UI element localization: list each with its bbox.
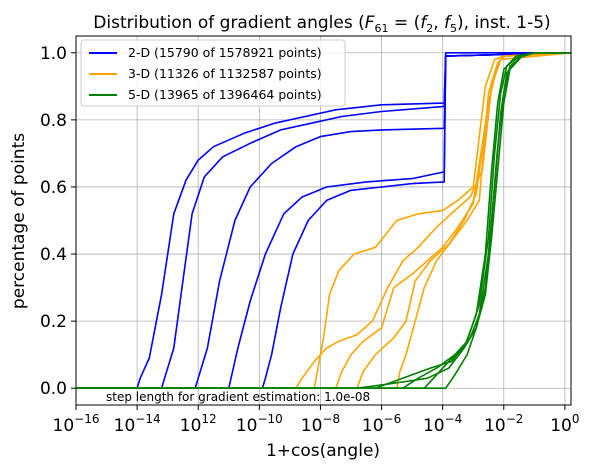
x-tick-exponent: 12 xyxy=(201,412,216,426)
legend-label-3d: 3-D (11326 of 1132587 points) xyxy=(128,66,322,81)
series-3d-instance-line xyxy=(76,52,572,389)
title-prefix: Distribution of gradient angles ( xyxy=(93,13,364,33)
x-tick-label: 10−2 xyxy=(484,412,523,436)
step-length-annotation: step length for gradient estimation: 1.0… xyxy=(106,390,370,404)
legend-label-2d: 2-D (15790 of 1578921 points) xyxy=(128,45,322,60)
title-f2-sub: 5 xyxy=(450,22,457,35)
title-eq: = ( xyxy=(389,13,421,33)
x-tick-exponent: −6 xyxy=(384,412,402,426)
y-tick-label: 0.0 xyxy=(40,379,67,399)
x-tick-label: 10−4 xyxy=(423,412,462,436)
title-comma: , xyxy=(433,13,444,33)
legend-box xyxy=(80,39,346,107)
x-tick-exponent: −4 xyxy=(445,412,463,426)
x-tick-base: 10 xyxy=(236,416,258,436)
x-tick-exponent: 0 xyxy=(572,412,580,426)
x-tick-exponent: −2 xyxy=(506,412,524,426)
series-3d-instance-line xyxy=(76,52,572,389)
x-axis-label: 1+cos(angle) xyxy=(266,441,380,461)
title-close: ) xyxy=(457,13,464,33)
x-tick-base: 10 xyxy=(301,416,323,436)
y-tick-label: 0.6 xyxy=(40,178,67,198)
y-tick-label: 0.8 xyxy=(40,111,67,131)
legend-label-5d: 5-D (13965 of 1396464 points) xyxy=(128,87,322,102)
x-tick-base: 10 xyxy=(550,416,572,436)
axis-ticks: 10−16 10−14 1012 10−10 10−8 10−6 10−4 10−2 1000.… xyxy=(40,44,580,436)
x-tick-base: 10 xyxy=(362,416,384,436)
y-tick-label: 0.2 xyxy=(40,312,67,332)
x-tick-label: 1012 xyxy=(180,412,217,436)
title-F: F xyxy=(365,13,375,33)
x-tick-base: 10 xyxy=(484,416,506,436)
y-tick-label: 0.4 xyxy=(40,245,67,265)
x-tick-exponent: −14 xyxy=(135,412,160,426)
series-5d-instance-line xyxy=(76,52,571,389)
title-suffix: , inst. 1-5) xyxy=(464,13,551,33)
x-tick-label: 10−8 xyxy=(301,412,340,436)
x-tick-label: 100 xyxy=(550,412,579,436)
y-tick-label: 1.0 xyxy=(40,44,67,64)
x-tick-exponent: −8 xyxy=(322,412,340,426)
legend: 2-D (15790 of 1578921 points) 3-D (11326… xyxy=(80,39,346,107)
series-3d-instance-line xyxy=(76,52,572,389)
title-f1-sub: 2 xyxy=(426,22,433,35)
x-tick-base: 10 xyxy=(180,416,202,436)
series-2d-instance-line xyxy=(76,52,572,389)
chart-title: Distribution of gradient angles (F61 = (… xyxy=(93,13,550,35)
title-f2: f xyxy=(444,13,453,33)
series-5d-instance-line xyxy=(76,52,571,389)
series-lines xyxy=(76,52,572,389)
x-tick-label: 10−14 xyxy=(114,412,161,436)
x-tick-exponent: −10 xyxy=(257,412,282,426)
x-tick-label: 10−6 xyxy=(362,412,401,436)
x-tick-exponent: −16 xyxy=(74,412,99,426)
x-tick-label: 10−10 xyxy=(236,412,283,436)
x-tick-base: 10 xyxy=(423,416,445,436)
plot-frame xyxy=(75,35,572,406)
x-tick-label: 10−16 xyxy=(53,412,100,436)
x-tick-base: 10 xyxy=(53,416,75,436)
y-axis-label: percentage of points xyxy=(9,133,29,309)
title-F-sub: 61 xyxy=(375,22,389,35)
x-tick-base: 10 xyxy=(114,416,136,436)
title-f1: f xyxy=(420,13,429,33)
